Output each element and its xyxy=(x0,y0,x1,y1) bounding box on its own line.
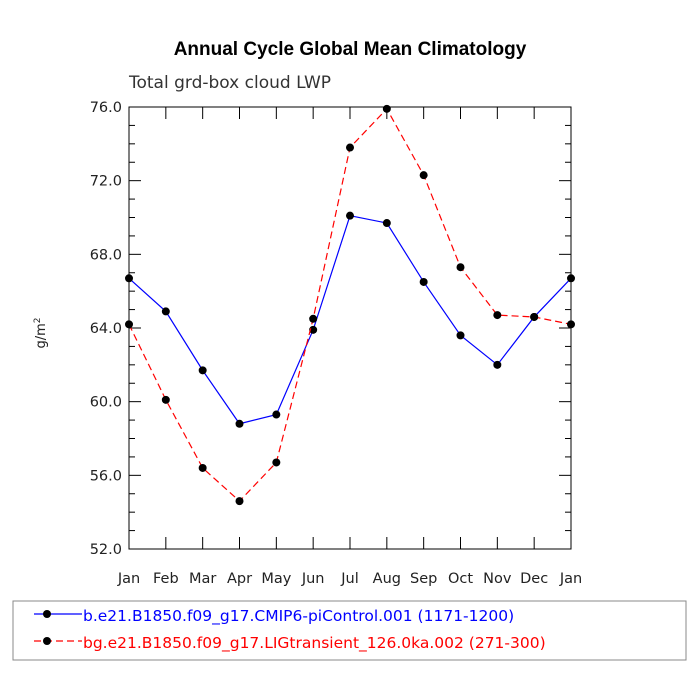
x-tick-label: Sep xyxy=(410,571,437,587)
series-2-point xyxy=(567,320,575,329)
x-tick-label: May xyxy=(261,571,291,587)
x-tick-label: Jan xyxy=(559,571,582,587)
series-line-1 xyxy=(128,214,572,425)
series-2-point xyxy=(309,314,318,323)
y-tick-label: 64.0 xyxy=(90,321,122,337)
y-tick-label: 60.0 xyxy=(90,395,122,411)
series-1-point xyxy=(272,410,281,419)
series-1-point xyxy=(235,419,244,428)
y-tick-label: 52.0 xyxy=(90,542,122,558)
series-1-point xyxy=(456,331,465,340)
plot-frame xyxy=(128,106,572,550)
series-1-point xyxy=(309,325,318,334)
y-tick-label: 76.0 xyxy=(90,100,122,116)
x-tick-label: Feb xyxy=(153,571,179,587)
series-2-point xyxy=(272,458,281,467)
y-axis-label-superscript: 2 xyxy=(33,317,43,323)
series-layer xyxy=(125,104,575,506)
x-tick-label: Mar xyxy=(189,571,216,587)
chart-subtitle: Total grd-box cloud LWP xyxy=(128,73,331,93)
legend-marker-series-2 xyxy=(43,637,51,645)
x-tick-label: Apr xyxy=(227,571,252,587)
series-2-point xyxy=(493,311,502,320)
axes: Jan Feb Mar Apr May Jun Jul Aug Sep Oct Nov Dec Jan 5… xyxy=(90,100,582,587)
series-1-point xyxy=(198,366,207,375)
series-1-point xyxy=(346,211,354,220)
series-2-point xyxy=(456,263,465,272)
legend-label-series-2: bg.e21.B1850.f09_g17.LIGtransient_126.0k… xyxy=(83,634,546,653)
x-tick-label: Jun xyxy=(301,571,325,587)
series-2-point xyxy=(198,463,207,472)
series-line-2 xyxy=(128,107,572,502)
series-2-point xyxy=(346,143,354,152)
x-tick-label: Dec xyxy=(520,571,548,587)
series-2-point xyxy=(530,312,539,321)
y-tick-label: 72.0 xyxy=(90,174,122,190)
x-tick-label: Aug xyxy=(373,571,401,587)
x-tick-label: Nov xyxy=(483,571,512,587)
series-1-point xyxy=(161,307,170,316)
chart-title: Annual Cycle Global Mean Climatology xyxy=(174,39,527,60)
series-2-point xyxy=(382,104,391,113)
y-tick-label: 56.0 xyxy=(90,468,122,484)
series-2-point xyxy=(419,171,428,180)
legend-label-series-1: b.e21.B1850.f09_g17.CMIP6-piControl.001 … xyxy=(83,607,514,626)
x-tick-label: Jul xyxy=(340,571,359,587)
y-axis-label: g/m2 xyxy=(33,317,49,348)
series-1-point xyxy=(419,277,428,286)
series-1-point xyxy=(382,219,391,228)
series-2-point xyxy=(125,320,133,329)
x-tick-label: Oct xyxy=(448,571,473,587)
legend-marker-series-1 xyxy=(43,610,51,618)
series-2-point xyxy=(161,395,170,404)
series-1-point xyxy=(567,274,575,283)
series-1-point xyxy=(125,274,133,283)
series-1-point xyxy=(493,360,502,369)
series-2-point xyxy=(235,497,244,506)
y-tick-label: 68.0 xyxy=(90,247,122,263)
legend: b.e21.B1850.f09_g17.CMIP6-piControl.001 … xyxy=(12,600,687,661)
legend-box xyxy=(12,600,687,661)
x-tick-label: Jan xyxy=(117,571,140,587)
y-axis-label-base: g/m xyxy=(34,323,49,348)
